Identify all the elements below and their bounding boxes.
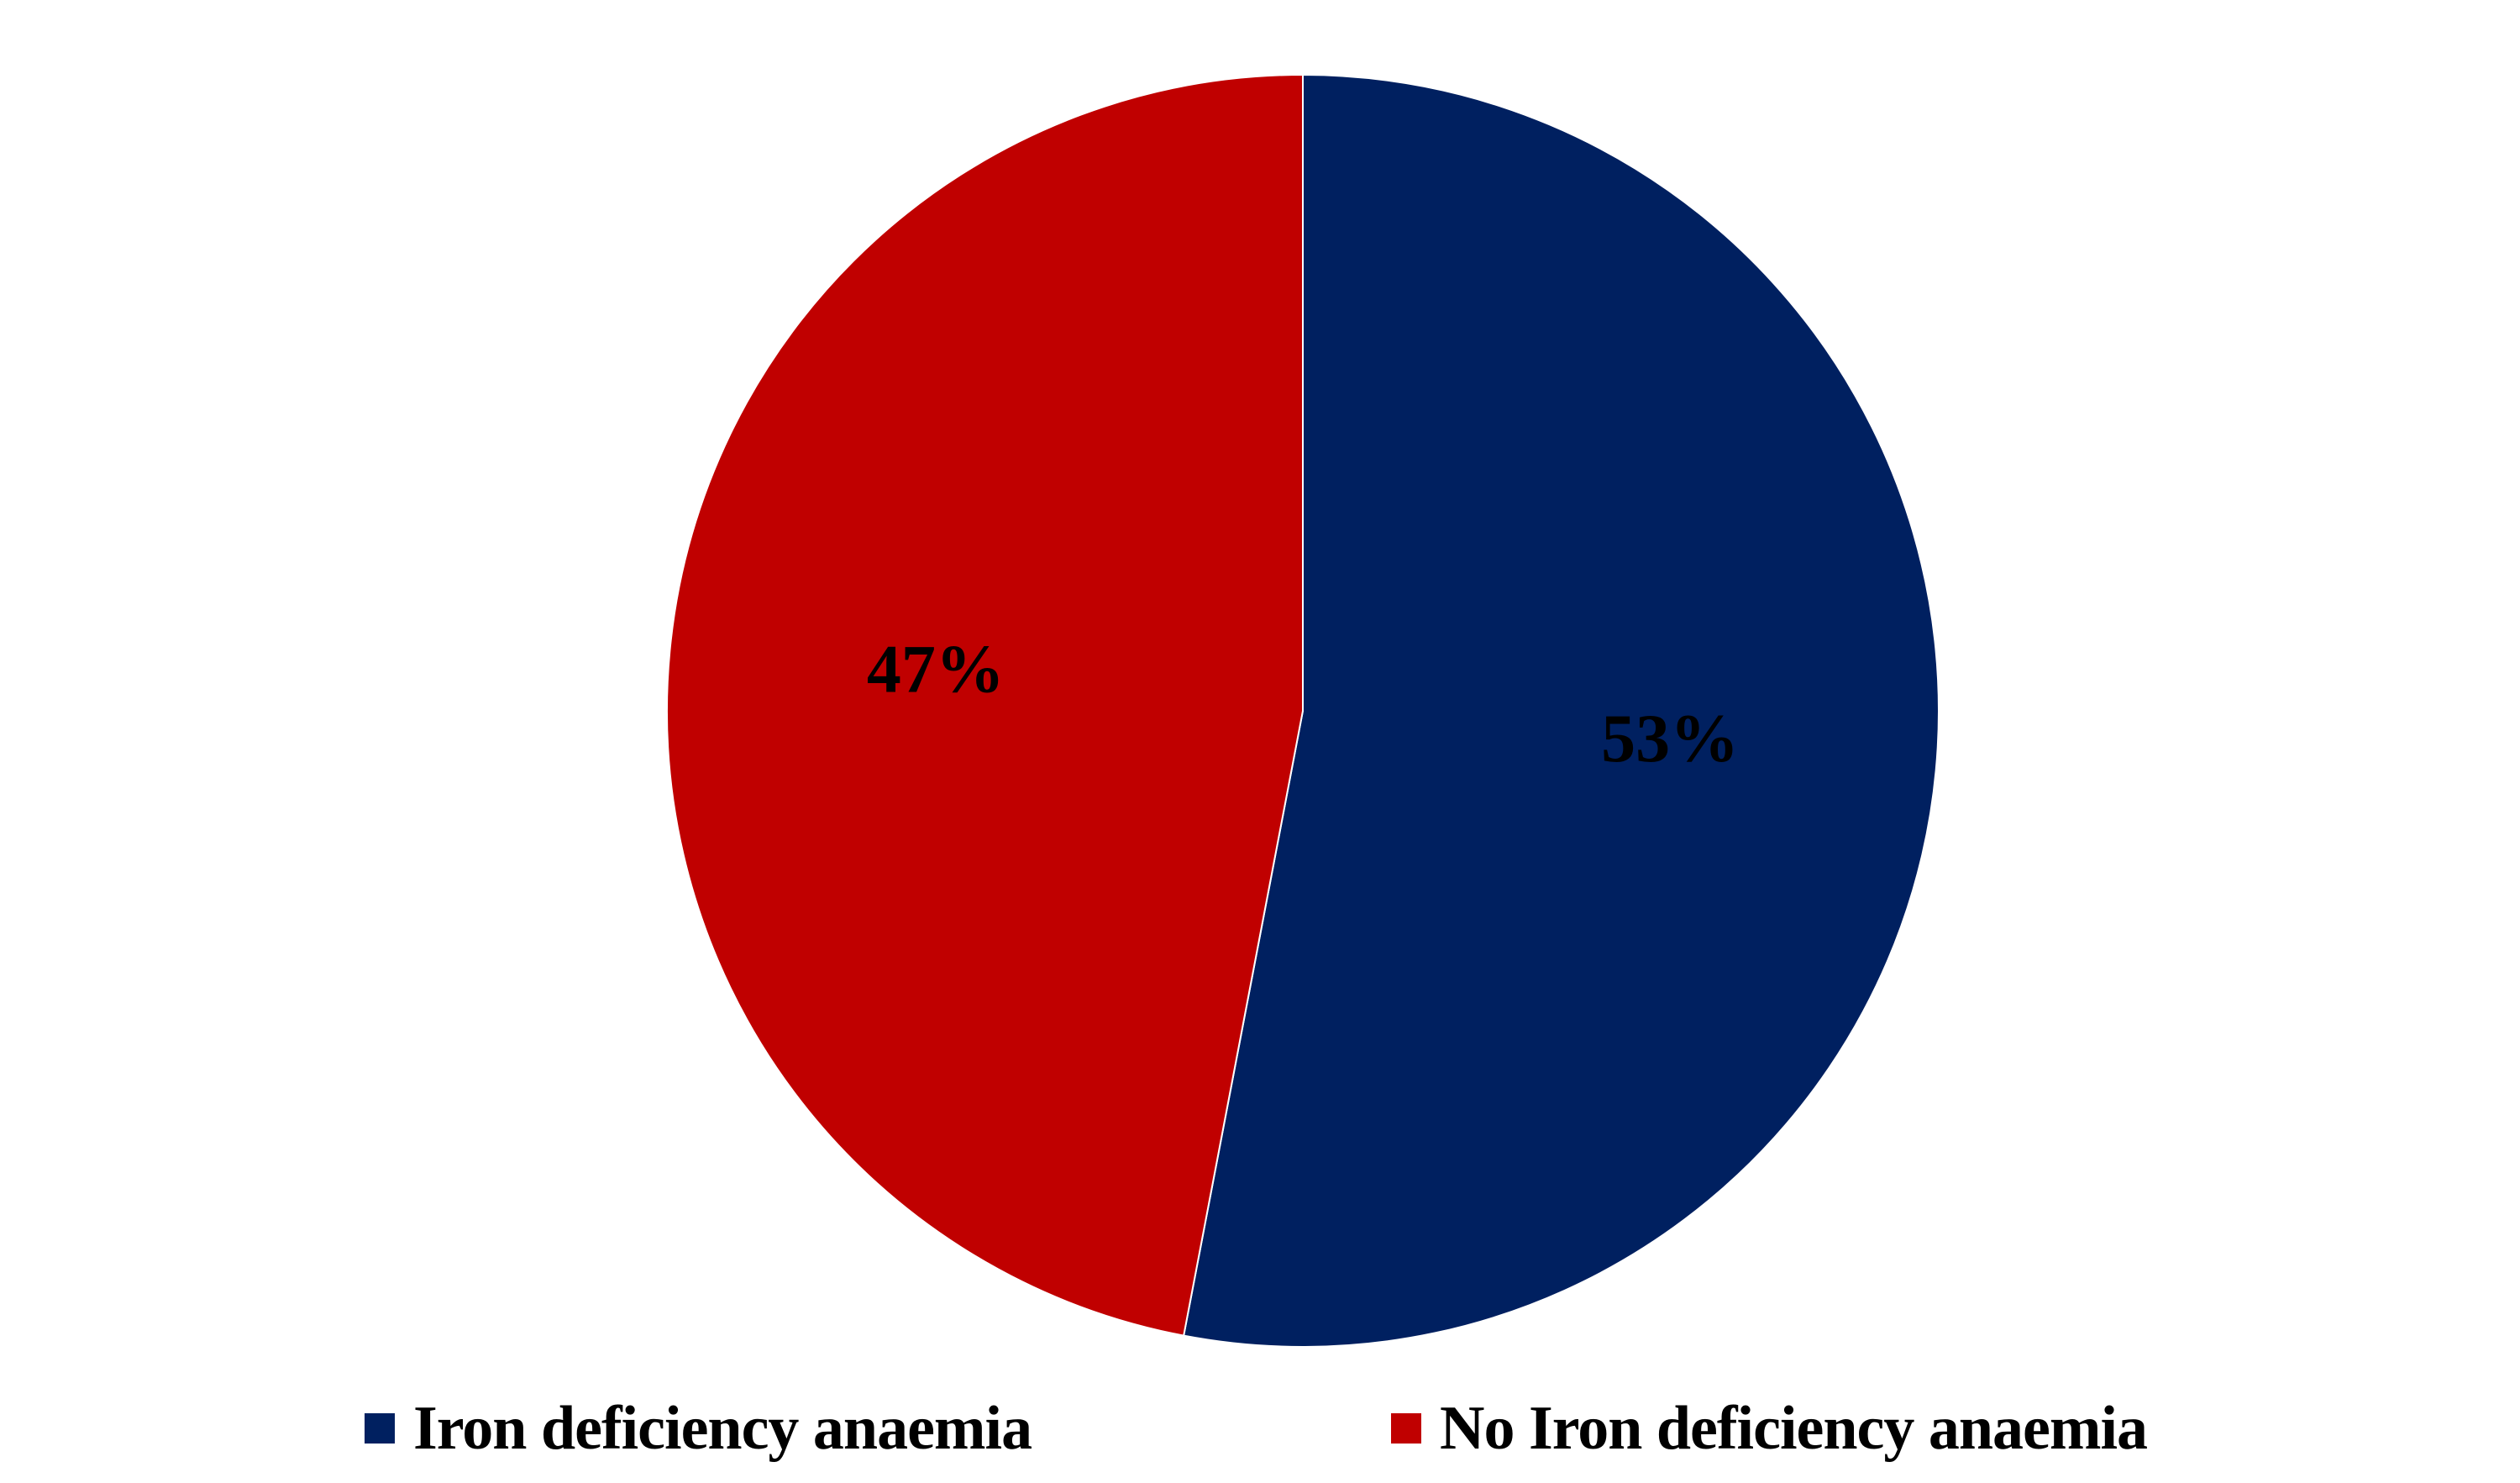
legend-swatch-no-iron-deficiency-anaemia: [1391, 1413, 1421, 1444]
data-label-no-iron-deficiency-anaemia: 47%: [867, 630, 1005, 707]
legend-label-iron-deficiency-anaemia: Iron deficiency anaemia: [413, 1393, 1032, 1463]
pie-slices: [666, 73, 1940, 1348]
legend-swatch-iron-deficiency-anaemia: [365, 1413, 395, 1444]
pie-slice-no-iron-deficiency-anaemia: [666, 73, 1304, 1337]
pie-data-labels: 53% 47%: [867, 630, 1739, 776]
pie-slice-iron-deficiency-anaemia: [1182, 73, 1940, 1348]
legend-item-iron-deficiency-anaemia: Iron deficiency anaemia: [365, 1393, 1032, 1463]
data-label-iron-deficiency-anaemia: 53%: [1601, 700, 1739, 776]
chart-legend: Iron deficiency anaemia No Iron deficien…: [0, 1393, 2520, 1463]
legend-label-no-iron-deficiency-anaemia: No Iron deficiency anaemia: [1440, 1393, 2148, 1463]
legend-item-no-iron-deficiency-anaemia: No Iron deficiency anaemia: [1391, 1393, 2148, 1463]
